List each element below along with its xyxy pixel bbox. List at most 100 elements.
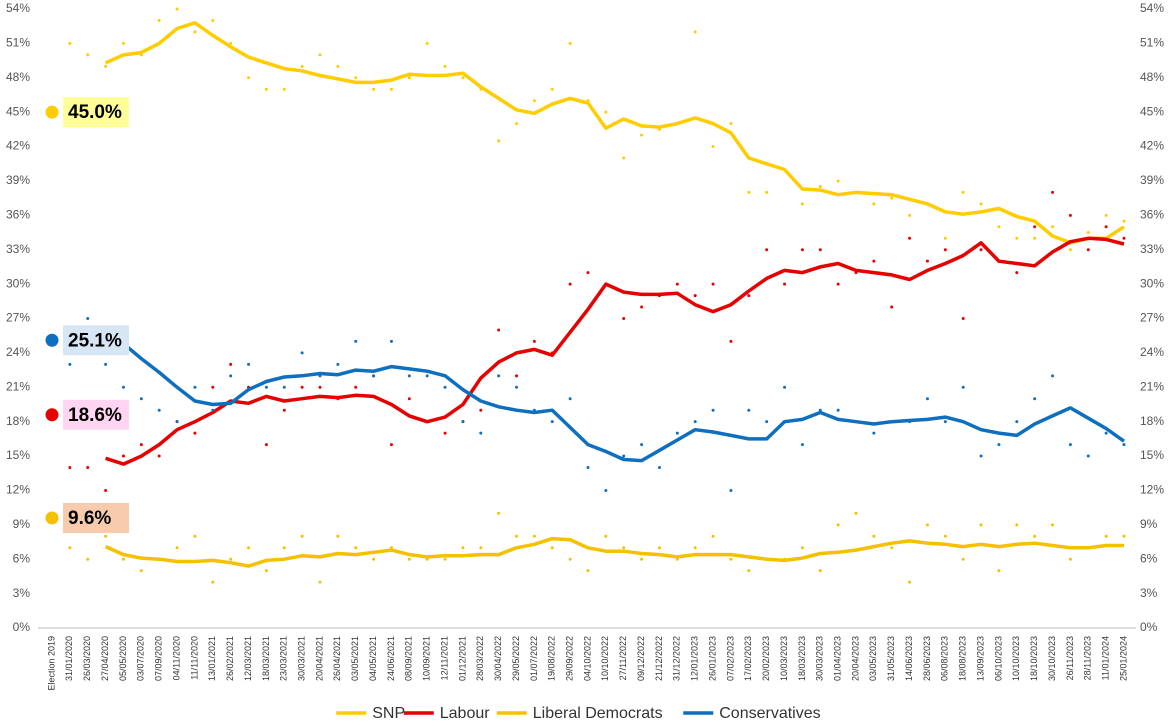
poll-dot — [872, 534, 876, 538]
poll-dot — [1068, 443, 1072, 447]
x-tick-label: 30/03/2023 — [815, 636, 825, 681]
poll-dot — [407, 374, 411, 378]
poll-dot — [193, 30, 197, 34]
x-tick-label: 19/08/2022 — [547, 636, 557, 681]
election-label-box — [63, 325, 129, 356]
poll-dot — [86, 557, 90, 561]
poll-dot — [372, 374, 376, 378]
poll-dot — [1015, 523, 1019, 527]
y2-tick-label: 48% — [1140, 70, 1164, 84]
poll-dot — [336, 362, 340, 366]
x-tick-label: 05/05/2020 — [118, 636, 128, 681]
poll-dot — [121, 557, 125, 561]
poll-dot — [282, 385, 286, 389]
poll-dot — [997, 569, 1001, 573]
poll-dot — [640, 443, 644, 447]
poll-dot — [854, 511, 858, 515]
poll-dot — [282, 408, 286, 412]
poll-dot — [1033, 236, 1037, 240]
poll-dot — [354, 546, 358, 550]
poll-dot — [961, 385, 965, 389]
x-tick-label: 31/01/2020 — [64, 636, 74, 681]
poll-dot — [711, 408, 715, 412]
poll-dot — [461, 76, 465, 80]
poll-dot — [568, 41, 572, 45]
poll-dot — [354, 339, 358, 343]
y2-tick-label: 9% — [1140, 517, 1158, 531]
poll-dot — [836, 282, 840, 286]
poll-dot — [622, 546, 626, 550]
x-tick-label: 04/05/2021 — [368, 636, 378, 681]
poll-dot — [818, 569, 822, 573]
poll-dot — [622, 454, 626, 458]
election-dot — [45, 408, 59, 422]
poll-dot — [1068, 213, 1072, 217]
poll-dot — [1068, 248, 1072, 252]
poll-dot — [729, 122, 733, 126]
election-label-box — [63, 502, 129, 533]
poll-dot — [979, 248, 983, 252]
series-line — [105, 336, 1126, 463]
x-tick-label: 18/08/2023 — [958, 636, 968, 681]
poll-dot — [872, 259, 876, 263]
poll-dot — [586, 466, 590, 470]
poll-dot — [318, 580, 322, 584]
poll-dot — [479, 431, 483, 435]
y2-tick-label: 15% — [1140, 448, 1164, 462]
poll-dot — [104, 64, 108, 68]
x-tick-label: 04/11/2020 — [171, 636, 181, 680]
poll-dot — [604, 110, 608, 114]
x-tick-label: 06/08/2023 — [940, 636, 950, 681]
poll-dot — [622, 156, 626, 160]
poll-dot — [68, 41, 72, 45]
poll-dot — [515, 122, 519, 126]
poll-dot — [1033, 534, 1037, 538]
poll-dot — [800, 443, 804, 447]
y-tick-label: 48% — [6, 70, 30, 84]
x-tick-label: 18/10/2023 — [1029, 636, 1039, 681]
x-tick-label: 10/09/2021 — [422, 636, 432, 681]
poll-dot — [300, 534, 304, 538]
poll-dot — [121, 385, 125, 389]
x-tick-label: 27/04/2020 — [100, 636, 110, 681]
x-tick-label: 03/07/2020 — [136, 636, 146, 681]
poll-dot — [157, 18, 161, 22]
poll-dot — [264, 87, 268, 91]
poll-dot — [1086, 454, 1090, 458]
election-dot — [45, 105, 59, 119]
x-tick-label: 01/04/2023 — [833, 636, 843, 681]
poll-dot — [86, 466, 90, 470]
poll-dot — [1051, 523, 1055, 527]
y-tick-label: 42% — [6, 139, 30, 153]
x-tick-label: 26/04/2021 — [332, 636, 342, 681]
poll-dot — [1122, 443, 1126, 447]
poll-dot — [747, 294, 751, 298]
x-tick-label: 13/09/2023 — [975, 636, 985, 681]
poll-dot — [497, 374, 501, 378]
poll-dot — [711, 145, 715, 149]
poll-dot — [229, 362, 233, 366]
x-tick-label: 01/07/2022 — [529, 636, 539, 681]
x-tick-label: 31/12/2022 — [672, 636, 682, 681]
poll-dot — [568, 557, 572, 561]
poll-dot — [800, 248, 804, 252]
poll-dot — [550, 546, 554, 550]
y2-tick-label: 0% — [1140, 620, 1158, 634]
election-label: 9.6% — [68, 508, 111, 529]
y-tick-label: 18% — [6, 414, 30, 428]
x-tick-label: 09/12/2022 — [636, 636, 646, 681]
poll-dot — [961, 190, 965, 194]
poll-dot — [497, 139, 501, 143]
poll-dot — [157, 454, 161, 458]
x-tick-label: 18/03/2023 — [797, 636, 807, 681]
y2-tick-label: 24% — [1140, 345, 1164, 359]
series-line — [104, 21, 1125, 245]
x-tick-label: 01/12/2021 — [457, 636, 467, 681]
poll-dot — [193, 385, 197, 389]
y2-tick-label: 33% — [1140, 242, 1164, 256]
poll-dot — [604, 488, 608, 492]
poll-dot — [925, 397, 929, 401]
poll-dot — [693, 420, 697, 424]
y2-tick-label: 3% — [1140, 586, 1158, 600]
